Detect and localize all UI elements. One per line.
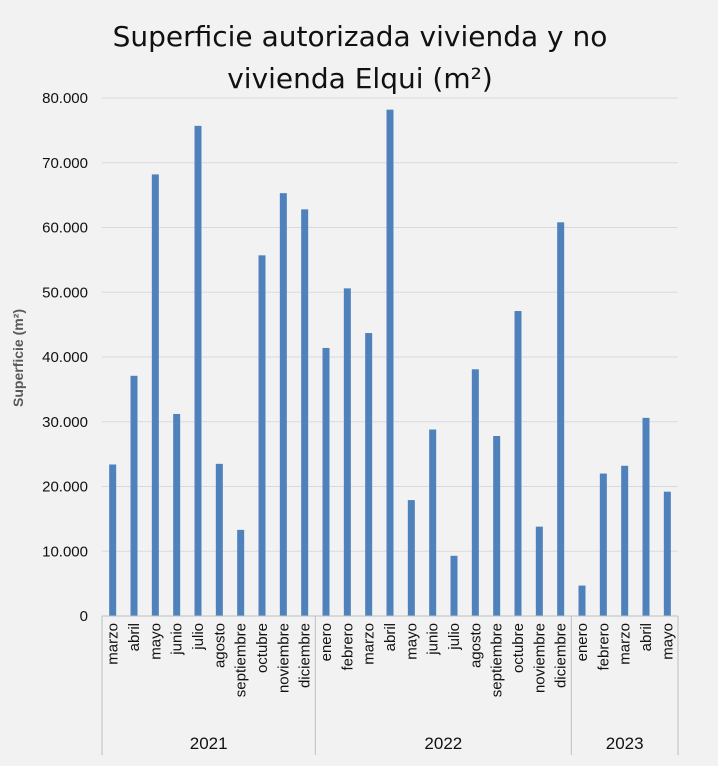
bar (471, 369, 479, 616)
bar (109, 464, 117, 616)
y-axis-label: Superficie (m²) (10, 309, 26, 407)
y-tick-label: 10.000 (42, 543, 88, 560)
bar (429, 429, 437, 616)
bar (407, 500, 415, 616)
y-tick-label: 30.000 (42, 414, 88, 431)
bar (322, 347, 330, 616)
x-tick-label: marzo (105, 623, 122, 665)
year-label: 2023 (606, 734, 644, 753)
bar (194, 125, 202, 616)
bar (173, 413, 181, 616)
x-tick-label: mayo (659, 623, 676, 660)
bar (599, 473, 607, 616)
bar (365, 333, 373, 616)
x-tick-label: julio (446, 623, 463, 651)
bar (642, 417, 650, 616)
y-tick-label: 70.000 (42, 155, 88, 172)
x-tick-label: junio (169, 623, 186, 656)
bar (237, 529, 245, 616)
x-tick-label: septiembre (233, 623, 250, 697)
bar (130, 375, 138, 616)
x-tick-label: noviembre (531, 623, 548, 693)
year-group-labels: 2021 2022 2023 (190, 734, 644, 753)
chart-title-line-2: vivienda Elqui (m²) (227, 62, 493, 95)
bar (258, 255, 266, 616)
bar (151, 174, 159, 616)
y-tick-label: 80.000 (42, 90, 88, 107)
bar (493, 435, 501, 616)
y-tick-label: 50.000 (42, 284, 88, 301)
bar (343, 288, 351, 616)
y-tick-label: 40.000 (42, 349, 88, 366)
chart-title: Superficie autorizada vivienda y no vivi… (113, 20, 608, 95)
bar (578, 585, 586, 616)
x-tick-label: enero (574, 623, 591, 661)
x-tick-label: agosto (467, 623, 484, 668)
bar (215, 463, 223, 616)
y-tick-label: 60.000 (42, 220, 88, 237)
y-axis-ticks: 0 10.000 20.000 30.000 40.000 50.000 60.000 70.… (42, 90, 88, 625)
x-tick-label: abril (126, 623, 143, 651)
y-tick-label: 20.000 (42, 479, 88, 496)
bar (301, 209, 309, 616)
x-axis-ticks: marzo abril mayo junio julio agosto septiembre… (105, 623, 677, 697)
chart-title-line-1: Superficie autorizada vivienda y no (113, 20, 608, 53)
bar (514, 311, 522, 616)
x-tick-label: febrero (595, 623, 612, 671)
x-tick-label: mayo (403, 623, 420, 660)
x-tick-label: marzo (617, 623, 634, 665)
x-tick-label: febrero (339, 623, 356, 671)
bar (663, 491, 671, 616)
year-label: 2021 (190, 734, 228, 753)
x-axis (101, 615, 679, 755)
bar (535, 526, 543, 616)
x-tick-label: abril (382, 623, 399, 651)
bar (279, 193, 287, 616)
x-tick-label: diciembre (553, 623, 570, 688)
year-label: 2022 (424, 734, 462, 753)
x-tick-label: junio (425, 623, 442, 656)
x-tick-label: septiembre (489, 623, 506, 697)
x-tick-label: agosto (211, 623, 228, 668)
x-tick-label: mayo (147, 623, 164, 660)
x-tick-label: octubre (254, 623, 271, 673)
x-tick-label: diciembre (297, 623, 314, 688)
x-tick-label: julio (190, 623, 207, 651)
bar (386, 109, 394, 616)
x-tick-label: abril (638, 623, 655, 651)
x-tick-label: noviembre (275, 623, 292, 693)
bar (450, 555, 458, 616)
x-tick-label: marzo (361, 623, 378, 665)
x-tick-label: octubre (510, 623, 527, 673)
bar (557, 222, 565, 616)
bar (621, 465, 629, 616)
y-tick-label: 0 (80, 608, 88, 625)
bars (109, 109, 671, 616)
x-tick-label: enero (318, 623, 335, 661)
